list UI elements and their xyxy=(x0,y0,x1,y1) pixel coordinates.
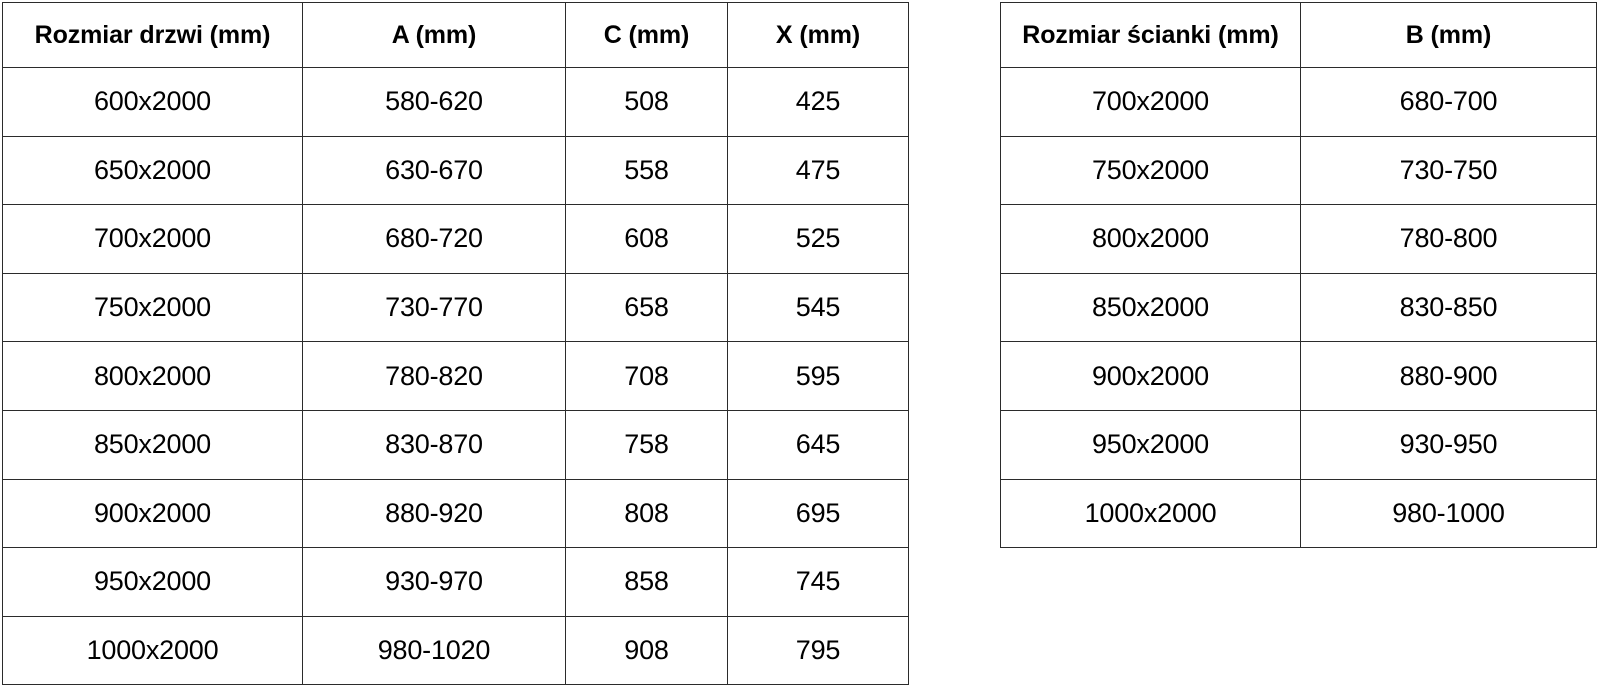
cell-c: 908 xyxy=(565,615,728,686)
table-row: 1000x2000 980-1000 xyxy=(1000,478,1597,549)
table-row: 900x2000 880-920 808 695 xyxy=(2,478,909,549)
cell-wall-size: 700x2000 xyxy=(1000,67,1301,137)
cell-c: 858 xyxy=(565,547,728,617)
cell-door-size: 750x2000 xyxy=(2,272,303,343)
cell-wall-size: 800x2000 xyxy=(1000,204,1301,274)
cell-b: 880-900 xyxy=(1300,341,1597,411)
cell-b: 680-700 xyxy=(1300,67,1597,137)
cell-wall-size: 900x2000 xyxy=(1000,341,1301,411)
cell-wall-size: 950x2000 xyxy=(1000,409,1301,480)
column-header-door-size: Rozmiar drzwi (mm) xyxy=(2,2,303,68)
table-row: 750x2000 730-750 xyxy=(1000,135,1597,206)
cell-b: 780-800 xyxy=(1300,204,1597,274)
cell-door-size: 950x2000 xyxy=(2,547,303,617)
cell-c: 758 xyxy=(565,409,728,480)
cell-a: 680-720 xyxy=(302,204,566,274)
cell-a: 980-1020 xyxy=(302,615,566,686)
column-header-c: C (mm) xyxy=(565,2,728,68)
cell-x: 475 xyxy=(727,135,909,206)
column-header-a: A (mm) xyxy=(302,2,566,68)
door-size-table-header: Rozmiar drzwi (mm) A (mm) C (mm) X (mm) xyxy=(2,2,909,68)
table-row: 1000x2000 980-1020 908 795 xyxy=(2,615,909,686)
column-header-x: X (mm) xyxy=(727,2,909,68)
cell-c: 558 xyxy=(565,135,728,206)
cell-a: 780-820 xyxy=(302,341,566,411)
cell-x: 645 xyxy=(727,409,909,480)
cell-door-size: 800x2000 xyxy=(2,341,303,411)
cell-a: 930-970 xyxy=(302,547,566,617)
table-row: 950x2000 930-970 858 745 xyxy=(2,547,909,617)
cell-door-size: 850x2000 xyxy=(2,409,303,480)
cell-c: 608 xyxy=(565,204,728,274)
cell-a: 830-870 xyxy=(302,409,566,480)
cell-door-size: 900x2000 xyxy=(2,478,303,549)
wall-panel-size-table-header: Rozmiar ścianki (mm) B (mm) xyxy=(1000,2,1597,68)
cell-c: 508 xyxy=(565,67,728,137)
cell-a: 730-770 xyxy=(302,272,566,343)
door-size-table-body: 600x2000 580-620 508 425 650x2000 630-67… xyxy=(2,67,909,686)
table-row: 850x2000 830-850 xyxy=(1000,272,1597,343)
cell-x: 425 xyxy=(727,67,909,137)
table-row: 700x2000 680-720 608 525 xyxy=(2,204,909,274)
cell-a: 630-670 xyxy=(302,135,566,206)
table-row: 800x2000 780-820 708 595 xyxy=(2,341,909,411)
table-header-row: Rozmiar drzwi (mm) A (mm) C (mm) X (mm) xyxy=(2,2,909,68)
column-header-b: B (mm) xyxy=(1300,2,1597,68)
cell-x: 745 xyxy=(727,547,909,617)
cell-wall-size: 850x2000 xyxy=(1000,272,1301,343)
cell-c: 708 xyxy=(565,341,728,411)
cell-c: 658 xyxy=(565,272,728,343)
cell-b: 930-950 xyxy=(1300,409,1597,480)
cell-door-size: 1000x2000 xyxy=(2,615,303,686)
cell-b: 980-1000 xyxy=(1300,478,1597,549)
cell-wall-size: 750x2000 xyxy=(1000,135,1301,206)
table-row: 700x2000 680-700 xyxy=(1000,67,1597,137)
cell-x: 525 xyxy=(727,204,909,274)
table-row: 800x2000 780-800 xyxy=(1000,204,1597,274)
cell-door-size: 600x2000 xyxy=(2,67,303,137)
cell-b: 730-750 xyxy=(1300,135,1597,206)
wall-panel-size-table: Rozmiar ścianki (mm) B (mm) 700x2000 680… xyxy=(1000,2,1597,549)
cell-door-size: 700x2000 xyxy=(2,204,303,274)
table-row: 900x2000 880-900 xyxy=(1000,341,1597,411)
table-row: 750x2000 730-770 658 545 xyxy=(2,272,909,343)
cell-c: 808 xyxy=(565,478,728,549)
wall-panel-size-table-body: 700x2000 680-700 750x2000 730-750 800x20… xyxy=(1000,67,1597,549)
door-size-table: Rozmiar drzwi (mm) A (mm) C (mm) X (mm) … xyxy=(2,2,909,686)
table-row: 650x2000 630-670 558 475 xyxy=(2,135,909,206)
cell-a: 880-920 xyxy=(302,478,566,549)
cell-x: 795 xyxy=(727,615,909,686)
table-row: 600x2000 580-620 508 425 xyxy=(2,67,909,137)
cell-x: 545 xyxy=(727,272,909,343)
cell-door-size: 650x2000 xyxy=(2,135,303,206)
cell-wall-size: 1000x2000 xyxy=(1000,478,1301,549)
cell-b: 830-850 xyxy=(1300,272,1597,343)
column-header-wall-size: Rozmiar ścianki (mm) xyxy=(1000,2,1301,68)
table-header-row: Rozmiar ścianki (mm) B (mm) xyxy=(1000,2,1597,68)
table-row: 950x2000 930-950 xyxy=(1000,409,1597,480)
cell-x: 595 xyxy=(727,341,909,411)
cell-x: 695 xyxy=(727,478,909,549)
cell-a: 580-620 xyxy=(302,67,566,137)
table-row: 850x2000 830-870 758 645 xyxy=(2,409,909,480)
